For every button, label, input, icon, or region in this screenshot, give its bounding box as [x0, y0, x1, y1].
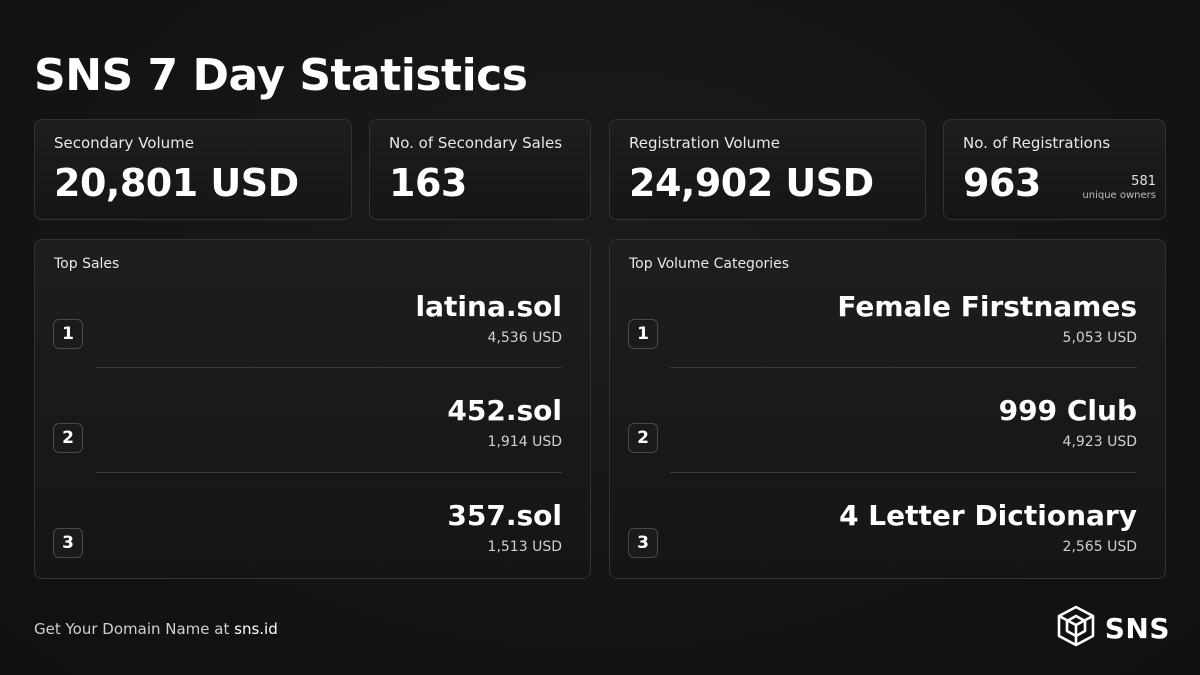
unique-owners-label: unique owners — [1082, 190, 1156, 201]
category-name: 999 Club — [998, 394, 1137, 427]
list-item: 2 452.sol 1,914 USD — [35, 391, 590, 495]
divider — [670, 472, 1137, 473]
domain-name: 357.sol — [447, 499, 562, 532]
stat-card-registrations: No. of Registrations 963 581 unique owne… — [943, 119, 1166, 220]
rank-badge: 2 — [628, 423, 658, 453]
top-sales-panel: Top Sales 1 latina.sol 4,536 USD 2 452.s… — [34, 239, 591, 579]
panel-title: Top Volume Categories — [629, 256, 790, 272]
stat-label: Registration Volume — [629, 134, 781, 152]
stat-label: No. of Secondary Sales — [389, 134, 563, 152]
stat-card-secondary-volume: Secondary Volume 20,801 USD — [34, 119, 352, 220]
list-item: 2 999 Club 4,923 USD — [610, 391, 1165, 495]
stat-value: 24,902 USD — [629, 161, 874, 205]
footer-link[interactable]: sns.id — [234, 620, 278, 638]
list-item: 3 357.sol 1,513 USD — [35, 496, 590, 600]
category-amount: 2,565 USD — [1062, 539, 1137, 555]
domain-name: latina.sol — [415, 290, 562, 323]
brand-name: SNS — [1104, 611, 1170, 645]
divider — [95, 367, 562, 368]
panel-title: Top Sales — [54, 256, 120, 272]
category-amount: 4,923 USD — [1062, 434, 1137, 450]
stat-value: 163 — [389, 161, 467, 205]
footer-text: Get Your Domain Name at — [34, 620, 235, 638]
page-title: SNS 7 Day Statistics — [34, 50, 528, 101]
stat-label: Secondary Volume — [54, 134, 194, 152]
category-name: Female Firstnames — [837, 290, 1137, 323]
unique-owners: 581 unique owners — [1082, 174, 1156, 202]
domain-name: 452.sol — [447, 394, 562, 427]
category-amount: 5,053 USD — [1062, 330, 1137, 346]
list-item: 1 latina.sol 4,536 USD — [35, 287, 590, 391]
stat-card-secondary-sales: No. of Secondary Sales 163 — [369, 119, 591, 220]
sns-cube-logo-icon — [1055, 604, 1097, 652]
unique-owners-count: 581 — [1131, 174, 1156, 189]
rank-badge: 1 — [53, 319, 83, 349]
list-item: 3 4 Letter Dictionary 2,565 USD — [610, 496, 1165, 600]
category-name: 4 Letter Dictionary — [839, 499, 1137, 532]
rank-badge: 3 — [53, 528, 83, 558]
divider — [95, 472, 562, 473]
sale-amount: 1,513 USD — [487, 539, 562, 555]
stat-label: No. of Registrations — [963, 134, 1111, 152]
stat-value: 963 — [963, 161, 1041, 205]
stat-card-registration-volume: Registration Volume 24,902 USD — [609, 119, 926, 220]
sale-amount: 1,914 USD — [487, 434, 562, 450]
footer-cta: Get Your Domain Name at sns.id — [34, 620, 278, 638]
rank-badge: 1 — [628, 319, 658, 349]
top-categories-panel: Top Volume Categories 1 Female Firstname… — [609, 239, 1166, 579]
sale-amount: 4,536 USD — [487, 330, 562, 346]
brand-logo: SNS — [1055, 604, 1170, 652]
list-item: 1 Female Firstnames 5,053 USD — [610, 287, 1165, 391]
divider — [670, 367, 1137, 368]
stat-value: 20,801 USD — [54, 161, 299, 205]
rank-badge: 3 — [628, 528, 658, 558]
rank-badge: 2 — [53, 423, 83, 453]
